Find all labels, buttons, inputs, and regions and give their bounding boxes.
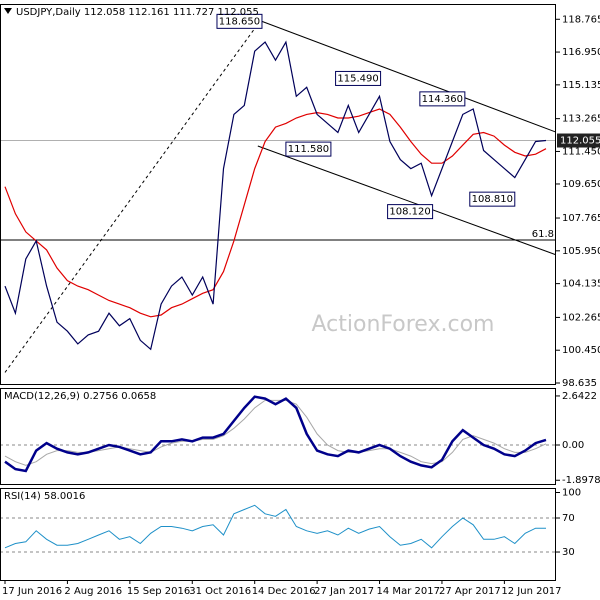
annotation-box xyxy=(419,91,466,107)
annotation-box xyxy=(335,70,382,86)
annotation-box xyxy=(469,191,516,207)
annotation-label: 111.580 xyxy=(288,144,329,155)
watermark: ActionForex.com xyxy=(312,312,495,337)
y-tick-label: 116.950 xyxy=(562,47,600,58)
annotation-label: 114.360 xyxy=(422,94,463,105)
panel-title: MACD(12,26,9) 0.2756 0.0658 xyxy=(4,391,156,402)
y-tick-label: 100 xyxy=(562,488,581,499)
plot xyxy=(0,504,556,553)
x-tick-label: 2 Aug 2016 xyxy=(64,586,122,597)
y-tick-label: -1.8978 xyxy=(562,475,600,486)
annotation-label: 115.490 xyxy=(337,73,378,84)
annotation-box xyxy=(285,141,332,157)
plot: ActionForex.com xyxy=(0,20,556,373)
x-tick-label: 14 Mar 2017 xyxy=(377,586,440,597)
y-tick-label: 105.950 xyxy=(562,246,600,257)
y-tick-label: 70 xyxy=(562,513,575,524)
panel-frame xyxy=(0,488,556,581)
panel-frame xyxy=(0,388,556,485)
y-tick-label: 30 xyxy=(562,547,575,558)
annotation-box xyxy=(387,204,434,220)
y-tick-label: 100.450 xyxy=(562,345,600,356)
x-tick-label: 31 Oct 2016 xyxy=(189,586,251,597)
trendline xyxy=(261,20,556,133)
plot xyxy=(0,395,556,473)
x-tick-label: 14 Dec 2016 xyxy=(252,586,316,597)
series-line xyxy=(4,504,546,549)
x-tick-label: 12 Jun 2017 xyxy=(501,586,561,597)
x-tick-label: 15 Sep 2016 xyxy=(127,586,190,597)
fib-label: 61.8 xyxy=(532,229,554,240)
last-price-label: 112.055 xyxy=(560,136,600,147)
trendline xyxy=(257,145,556,256)
y-tick-label: 113.265 xyxy=(562,114,600,125)
panel-title: USDJPY,Daily 112.058 112.161 111.727 112… xyxy=(16,7,259,18)
y-tick-label: 111.450 xyxy=(562,146,600,157)
x-tick-label: 17 Jun 2016 xyxy=(2,586,62,597)
trendline xyxy=(4,21,261,373)
series-line xyxy=(4,395,547,473)
annotation-box xyxy=(216,13,263,29)
series-line xyxy=(4,40,547,351)
y-tick-label: 2.6422 xyxy=(562,391,597,402)
y-tick-label: 118.765 xyxy=(562,14,600,25)
y-tick-label: 0.00 xyxy=(562,440,584,451)
y-tick-label: 102.265 xyxy=(562,312,600,323)
x-tick-label: 27 Jan 2017 xyxy=(314,586,374,597)
x-tick-label: 27 Apr 2017 xyxy=(439,586,501,597)
y-tick-label: 104.135 xyxy=(562,279,600,290)
menu-icon xyxy=(4,8,12,14)
panel-frame xyxy=(0,4,556,385)
annotation-label: 118.650 xyxy=(219,16,260,27)
panel-title: RSI(14) 58.0016 xyxy=(4,491,85,502)
y-tick-label: 115.135 xyxy=(562,80,600,91)
annotation-label: 108.810 xyxy=(472,194,513,205)
last-price-box xyxy=(557,133,600,148)
y-tick-label: 109.650 xyxy=(562,179,600,190)
annotation-label: 108.120 xyxy=(389,207,430,218)
y-tick-label: 98.635 xyxy=(562,378,597,389)
series-line xyxy=(4,108,547,318)
y-tick-label: 107.765 xyxy=(562,213,600,224)
